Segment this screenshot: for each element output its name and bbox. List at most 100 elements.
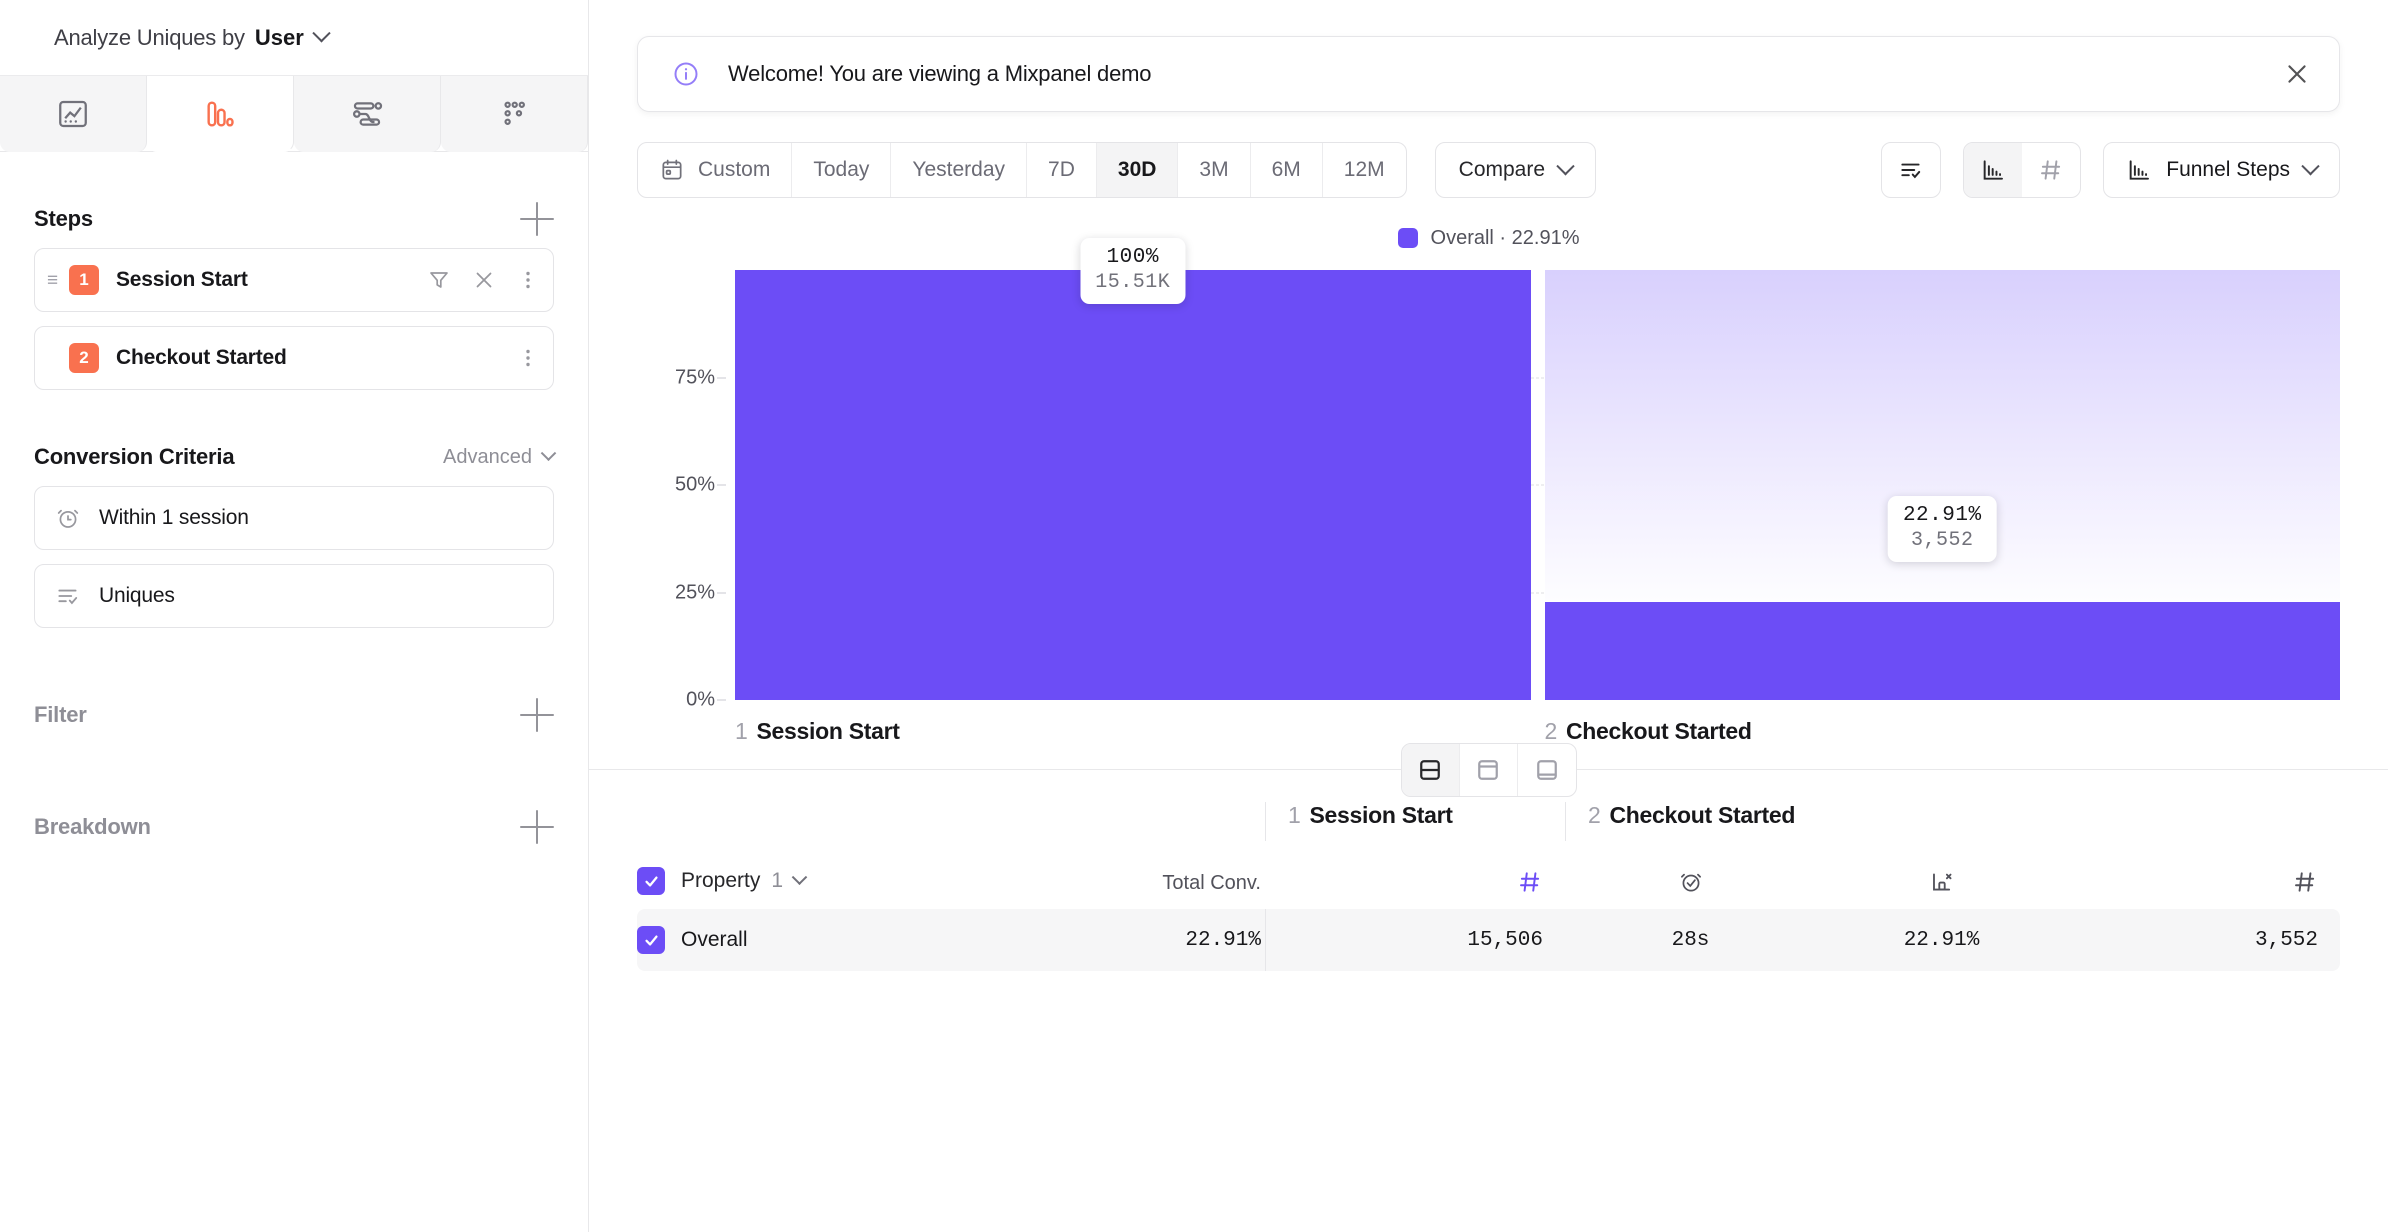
th-step1-count[interactable] <box>1265 869 1565 895</box>
date-range-label: 7D <box>1048 158 1075 181</box>
funnel-bars-icon <box>207 100 234 127</box>
date-range-3m[interactable]: 3M <box>1178 143 1251 197</box>
x-label-number: 2 <box>1544 718 1558 744</box>
add-filter-button[interactable] <box>520 698 554 732</box>
criteria-row-within-session[interactable]: Within 1 session <box>34 486 554 550</box>
tooltip-count: 15.51K <box>1095 271 1171 294</box>
y-tick-label: 0% <box>686 688 715 711</box>
advanced-dropdown[interactable]: Advanced <box>443 444 557 469</box>
right-tools: Funnel Steps <box>1881 142 2340 198</box>
th-total-conversion[interactable]: Total Conv. <box>967 872 1265 895</box>
bar-column-2[interactable]: 22.91% 3,552 <box>1544 270 2340 700</box>
criteria-label: Within 1 session <box>99 506 249 529</box>
step-more-menu-icon[interactable] <box>517 346 539 370</box>
steps-title: Steps <box>34 206 93 231</box>
step-number-badge: 2 <box>69 343 99 373</box>
th-step2-percent[interactable] <box>1816 869 2067 895</box>
analyze-measure-dropdown[interactable]: User <box>255 24 331 51</box>
date-range-6m[interactable]: 6M <box>1251 143 1323 197</box>
date-range-yesterday[interactable]: Yesterday <box>891 143 1028 197</box>
th-property: Property 1 <box>637 867 967 895</box>
total-conv-label: Total Conv. <box>1162 872 1261 894</box>
date-range-12m[interactable]: 12M <box>1323 143 1406 197</box>
bar-fill-step-1[interactable] <box>735 270 1531 700</box>
toggle-count-view[interactable] <box>2022 143 2080 197</box>
tab-flows[interactable] <box>294 76 441 152</box>
group-label: Session Start <box>1309 802 1453 828</box>
bar-fill-step-2[interactable] <box>1544 601 2340 700</box>
analyze-prefix-label: Analyze Uniques by <box>54 24 245 50</box>
sidebar-panel: Steps ≡ 1 Session Start <box>0 152 588 856</box>
conversion-criteria-title: Conversion Criteria <box>34 444 235 469</box>
tooltip-count: 3,552 <box>1910 528 1974 552</box>
table-step-groups: 1 Session Start 2 Checkout Started <box>637 802 2340 841</box>
step-row-1[interactable]: ≡ 1 Session Start <box>34 248 554 312</box>
step-actions <box>517 346 539 370</box>
date-range-label: Custom <box>698 158 771 181</box>
sidebar: Analyze Uniques by User <box>0 0 589 1232</box>
add-step-button[interactable] <box>520 202 554 236</box>
row-checkbox[interactable] <box>637 926 665 954</box>
cell-step2-count: 3,552 <box>2254 928 2318 952</box>
split-bottom-button[interactable] <box>1518 744 1576 796</box>
chart-area: Overall · 22.91% 75% 50% 25% 0% <box>589 198 2388 745</box>
date-range-today[interactable]: Today <box>792 143 892 197</box>
y-tick-label: 75% <box>674 366 715 388</box>
cell-step1-count: 15,506 <box>1467 928 1543 952</box>
close-icon[interactable] <box>2283 60 2311 88</box>
split-bottom-icon <box>1536 759 1557 780</box>
x-axis-labels: 1 Session Start 2 Checkout Started <box>735 718 2340 745</box>
compare-label: Compare <box>1458 158 1546 181</box>
split-top-button[interactable] <box>1460 743 1518 796</box>
date-range-selector: Custom Today Yesterday 7D 30D 3M 6M 12M <box>637 142 1407 198</box>
table-group-step-1: 1 Session Start <box>1265 802 1565 841</box>
funnel-steps-dropdown[interactable]: Funnel Steps <box>2103 142 2340 198</box>
cell-total-conversion: 22.91% <box>1185 928 1261 952</box>
x-label-step-1: 1 Session Start <box>735 718 1531 745</box>
filter-funnel-icon[interactable] <box>427 268 451 292</box>
select-all-checkbox[interactable] <box>637 867 665 895</box>
split-even-button[interactable] <box>1401 743 1460 796</box>
flows-icon <box>352 102 383 126</box>
split-even-icon <box>1420 759 1440 780</box>
bar-chart-icon <box>1983 160 2004 180</box>
conversion-criteria-header: Conversion Criteria Advanced <box>34 428 557 486</box>
advanced-label: Advanced <box>443 445 532 468</box>
property-label: Property <box>681 869 761 892</box>
add-breakdown-button[interactable] <box>520 810 554 844</box>
property-dropdown[interactable]: Property 1 <box>681 868 808 893</box>
tab-insights[interactable] <box>0 76 147 152</box>
date-range-label: 12M <box>1343 158 1385 181</box>
chevron-down-icon <box>1556 156 1575 175</box>
date-range-custom[interactable]: Custom <box>638 143 793 197</box>
chevron-down-icon <box>312 24 331 43</box>
step-actions <box>427 268 539 292</box>
table-row[interactable]: Overall 22.91% 15,506 28s 22.91% 3,552 <box>637 909 2340 971</box>
step-number-badge: 1 <box>69 265 99 295</box>
funnel-chart: 75% 50% 25% 0% 100% 15 <box>637 238 2340 711</box>
hash-icon <box>2041 160 2061 180</box>
th-step2-time[interactable] <box>1565 869 1816 895</box>
tooltip-percent: 100% <box>1106 246 1159 269</box>
date-range-7d[interactable]: 7D <box>1027 143 1097 197</box>
step-label: Session Start <box>116 268 248 291</box>
date-range-30d[interactable]: 30D <box>1096 143 1179 197</box>
check-icon <box>644 875 658 887</box>
tab-funnels[interactable] <box>147 76 294 152</box>
th-step2-count[interactable] <box>2067 869 2340 895</box>
list-check-icon <box>1901 163 1921 179</box>
criteria-row-uniques[interactable]: Uniques <box>34 564 554 628</box>
step-more-menu-icon[interactable] <box>517 268 539 292</box>
bar-column-1[interactable]: 100% 15.51K <box>735 238 1531 700</box>
analyze-bar: Analyze Uniques by User <box>0 0 588 76</box>
alarm-clock-icon <box>55 505 81 531</box>
toggle-bar-chart-view[interactable] <box>1964 143 2023 197</box>
demo-banner: Welcome! You are viewing a Mixpanel demo <box>637 36 2340 112</box>
step-row-2[interactable]: 2 Checkout Started <box>34 326 554 390</box>
tab-retention[interactable] <box>441 76 588 152</box>
remove-step-icon[interactable] <box>472 268 496 292</box>
compare-button[interactable]: Compare <box>1434 142 1597 198</box>
drag-handle-icon[interactable]: ≡ <box>47 269 59 291</box>
hash-icon <box>1520 872 1540 892</box>
toggle-list-view[interactable] <box>1882 143 1940 197</box>
